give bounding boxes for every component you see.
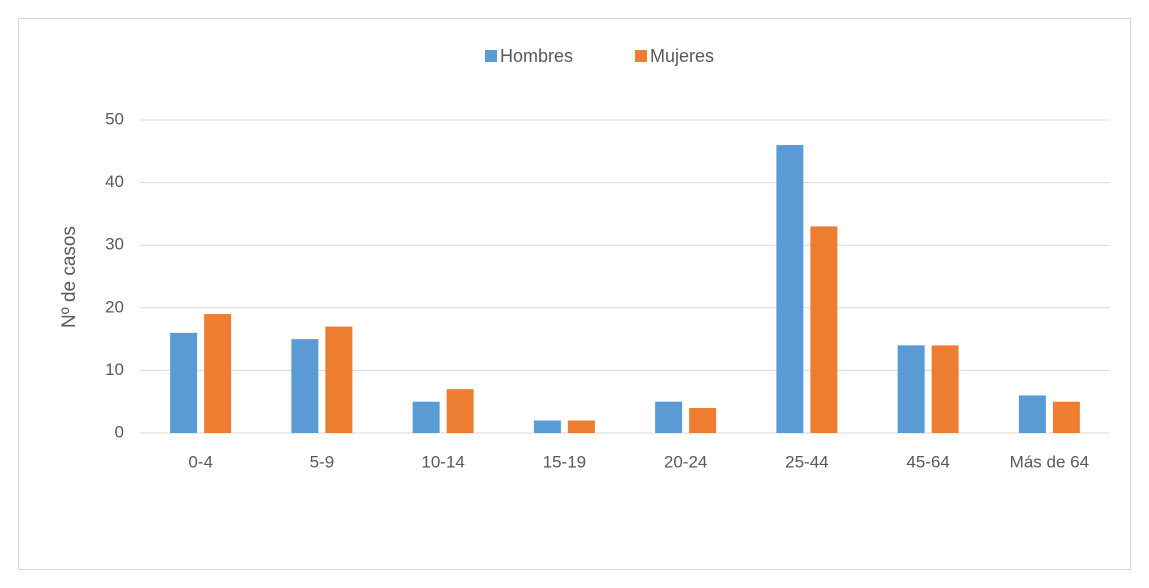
bar [810, 226, 838, 433]
bar [325, 326, 353, 433]
x-tick-label: 45-64 [906, 452, 949, 471]
bar [533, 420, 561, 433]
bar [689, 407, 717, 433]
bar [1018, 395, 1046, 433]
y-tick-label: 40 [105, 172, 124, 191]
bar [1052, 401, 1080, 433]
x-tick-label: 0-4 [188, 452, 213, 471]
bar [776, 145, 804, 434]
legend-label: Mujeres [650, 46, 714, 66]
x-tick-label: 15-19 [543, 452, 586, 471]
legend-label: Hombres [500, 46, 573, 66]
bar [291, 339, 319, 433]
x-tick-label: Más de 64 [1010, 452, 1089, 471]
y-tick-label: 10 [105, 360, 124, 379]
y-tick-label: 50 [105, 109, 124, 128]
y-tick-label: 30 [105, 235, 124, 254]
bar [567, 420, 595, 433]
y-tick-label: 0 [115, 422, 124, 441]
x-tick-label: 5-9 [310, 452, 335, 471]
bar [897, 345, 925, 433]
x-tick-label: 25-44 [785, 452, 828, 471]
bar [446, 389, 474, 433]
legend-swatch [635, 50, 647, 62]
bar [655, 401, 683, 433]
x-tick-label: 10-14 [421, 452, 464, 471]
chart-border [18, 18, 1131, 570]
y-axis-label: Nº de casos [59, 226, 80, 328]
legend-swatch [485, 50, 497, 62]
y-tick-label: 20 [105, 297, 124, 316]
bar [412, 401, 440, 433]
bar [170, 332, 198, 433]
x-tick-label: 20-24 [664, 452, 707, 471]
bar [204, 314, 232, 433]
bar [931, 345, 959, 433]
